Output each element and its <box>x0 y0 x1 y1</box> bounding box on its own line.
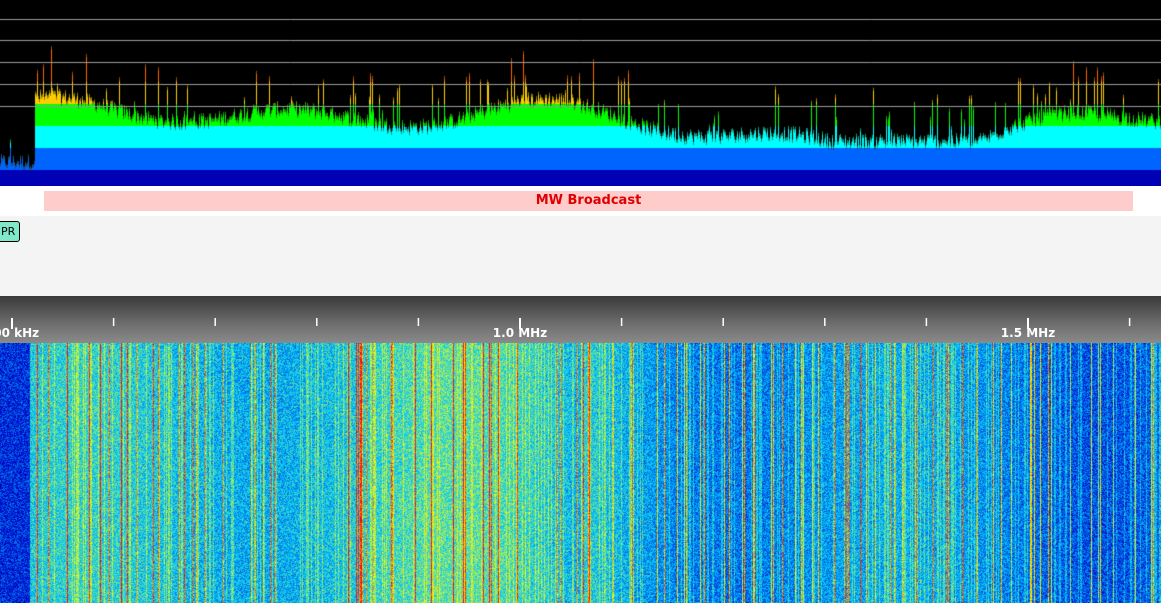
scale-label: 1.5 MHz <box>1001 326 1055 340</box>
scale-label: 500 kHz <box>0 326 39 340</box>
station-label-area: PR <box>0 216 1161 296</box>
frequency-scale[interactable]: 500 kHz 1.0 MHz 1.5 MHz <box>0 296 1161 343</box>
frequency-scale-svg: 500 kHz 1.0 MHz 1.5 MHz <box>0 318 1131 340</box>
waterfall-display[interactable] <box>0 343 1161 603</box>
band-strip: MW Broadcast <box>0 186 1161 216</box>
spectrum-display[interactable] <box>0 0 1161 186</box>
station-tag[interactable]: PR <box>0 221 21 242</box>
scale-label: 1.0 MHz <box>493 326 547 340</box>
band-label-mw-broadcast[interactable]: MW Broadcast <box>44 191 1133 211</box>
